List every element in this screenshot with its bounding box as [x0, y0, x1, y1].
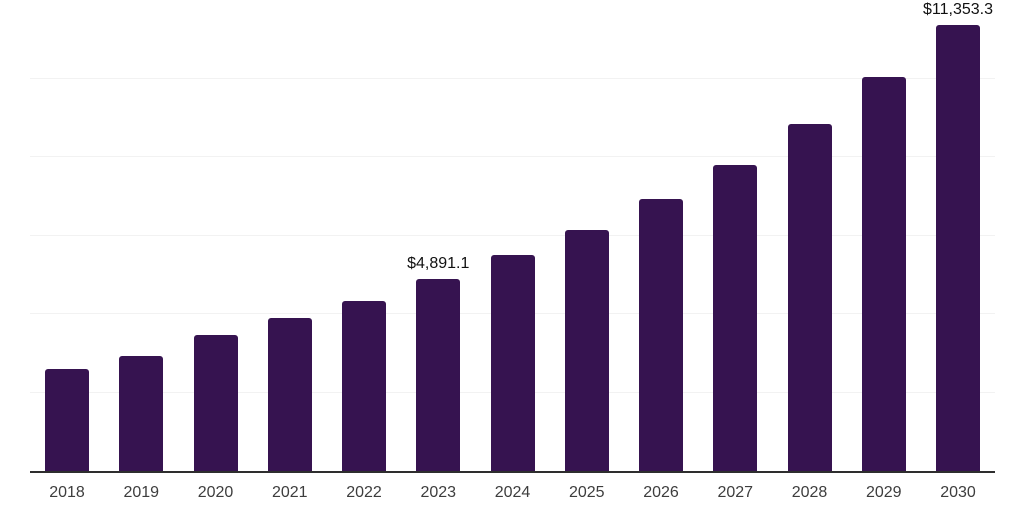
bar-2018	[45, 368, 89, 471]
x-tick-text-2025: 2025	[568, 483, 605, 501]
bar-slot-2027	[713, 0, 758, 471]
bar-slot-2024	[490, 0, 535, 471]
bars-container: $4,891.1 $11,353.3	[30, 0, 995, 471]
bar-slot-2023: $4,891.1	[407, 0, 469, 471]
bar-slot-2026	[639, 0, 683, 471]
bar-2019	[119, 356, 164, 471]
x-tick-text-2022: 2022	[346, 483, 382, 501]
x-tick-2020: 2020	[194, 484, 238, 502]
x-tick-2023: 2023	[416, 484, 460, 502]
x-tick-2019: 2019	[119, 484, 163, 502]
bar-2021	[267, 317, 312, 471]
bar-slot-2020	[193, 0, 238, 471]
x-tick-text-2024: 2024	[494, 483, 531, 501]
x-axis-labels: 2018 2019 2020 2021 2022 2023 2024 2025 2026 2027…	[30, 473, 995, 512]
bar-2030	[936, 25, 980, 471]
x-tick-text-2018: 2018	[49, 483, 85, 501]
plot-area: $4,891.1 $11,353.3	[30, 0, 995, 473]
x-tick-2027: 2027	[713, 484, 757, 502]
x-tick-2022: 2022	[342, 484, 386, 502]
x-tick-2018: 2018	[45, 484, 89, 502]
bar-2020	[193, 335, 238, 471]
x-tick-2024: 2024	[491, 484, 535, 502]
x-tick-text-2027: 2027	[717, 483, 754, 501]
gridline-6000	[30, 234, 995, 236]
bar-2028	[787, 124, 832, 471]
bar-slot-2028	[787, 0, 832, 471]
x-tick-text-2030: 2030	[940, 483, 976, 501]
gridline-8000	[30, 156, 995, 157]
x-tick-text-2020: 2020	[197, 483, 234, 501]
x-tick-2030: 2030	[936, 484, 980, 502]
x-tick-2021: 2021	[268, 484, 312, 502]
x-tick-text-2019: 2019	[123, 483, 160, 501]
x-tick-2026: 2026	[639, 484, 683, 502]
bar-2027	[713, 164, 758, 471]
bar-2024	[490, 255, 535, 471]
bar-slot-2022	[342, 0, 386, 471]
bar-2026	[639, 199, 683, 471]
x-tick-2029: 2029	[862, 484, 906, 502]
x-tick-text-2026: 2026	[643, 483, 679, 501]
bar-2025	[564, 230, 609, 471]
bar-slot-2019	[119, 0, 164, 471]
x-tick-text-2028: 2028	[791, 483, 828, 501]
bar-slot-2021	[267, 0, 312, 471]
x-tick-2028: 2028	[788, 484, 832, 502]
bar-2029	[861, 76, 906, 471]
gridline-10000	[30, 77, 995, 79]
bar-slot-2025	[564, 0, 609, 471]
bar-2022	[342, 301, 386, 471]
x-tick-text-2021: 2021	[271, 483, 308, 501]
x-tick-text-2023: 2023	[420, 483, 457, 501]
bar-slot-2030: $11,353.3	[923, 0, 993, 471]
bar-slot-2018	[45, 0, 89, 471]
bar-2023	[416, 279, 461, 471]
bar-value-label-2030: $11,353.3	[923, 1, 993, 19]
x-tick-text-2029: 2029	[865, 483, 902, 501]
bar-slot-2029	[861, 0, 906, 471]
bar-value-label-2023: $4,891.1	[407, 255, 470, 273]
x-tick-2025: 2025	[565, 484, 609, 502]
